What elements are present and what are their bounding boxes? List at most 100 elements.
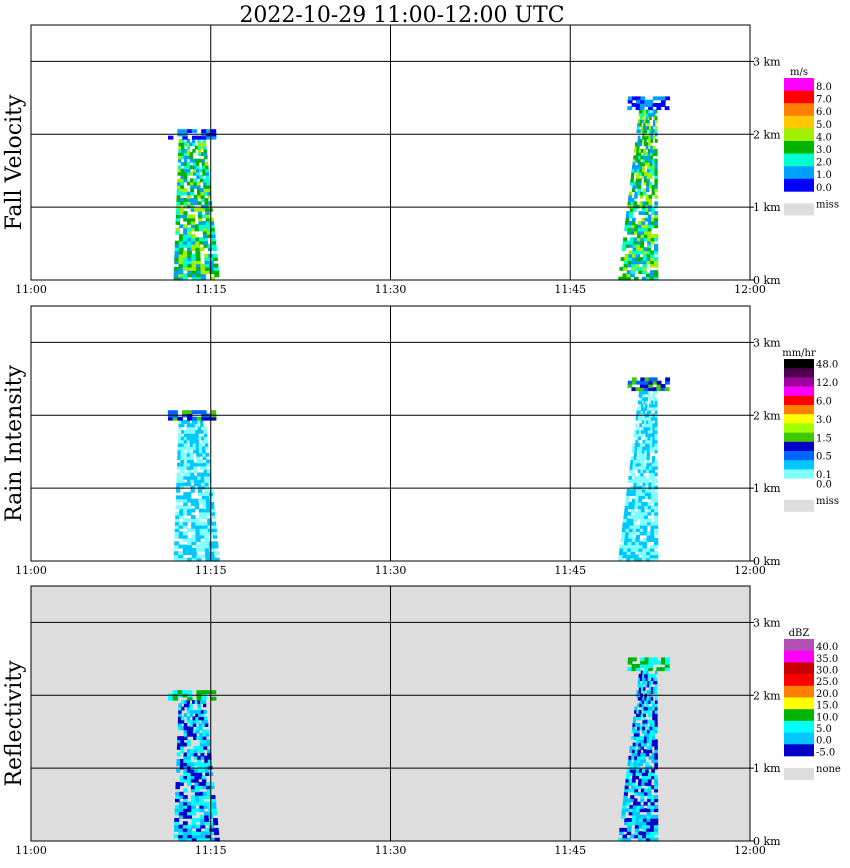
echo-cell [654, 696, 658, 701]
echo-cell [210, 227, 215, 232]
echo-cell [193, 475, 198, 480]
echo-cell [634, 168, 638, 173]
echo-cell [191, 521, 196, 526]
echo-cell [190, 214, 195, 219]
echo-cell [189, 439, 194, 444]
echo-cell [654, 778, 658, 783]
echo-cell [206, 742, 211, 747]
echo-cell [638, 129, 642, 134]
echo-cell [637, 188, 641, 193]
echo-cell [203, 462, 207, 467]
echo-cell [177, 416, 183, 421]
echo-cell [653, 273, 659, 278]
echo-cell [638, 772, 643, 776]
echo-cell [630, 551, 636, 556]
echo-cell [646, 416, 649, 421]
echo-cell [186, 181, 191, 186]
echo-cell [647, 221, 652, 225]
echo-cell [205, 831, 211, 836]
echo-cell [187, 808, 192, 813]
echo-cell [628, 194, 632, 199]
echo-cell [204, 765, 209, 770]
echo-cell [624, 534, 629, 539]
echo-cell [200, 145, 204, 150]
echo-cell [178, 420, 182, 424]
echo-cell [183, 762, 188, 767]
echo-cell [210, 508, 215, 513]
echo-cell [195, 716, 199, 721]
echo-cell [638, 152, 642, 156]
echo-cell [186, 452, 191, 457]
echo-cell [183, 482, 188, 487]
echo-cell [632, 243, 637, 248]
echo-cell [183, 492, 188, 496]
echo-cell [645, 145, 649, 150]
echo-cell [646, 534, 651, 539]
echo-cell [201, 207, 206, 212]
echo-cell [652, 726, 656, 731]
echo-cell [651, 472, 655, 477]
echo-cell [203, 184, 208, 189]
echo-cell [640, 125, 644, 130]
echo-cell [652, 145, 656, 150]
echo-cell [644, 502, 649, 506]
echo-cell [183, 436, 188, 441]
echo-cell [197, 191, 201, 196]
echo-cell [636, 426, 640, 431]
echo-cell [631, 541, 636, 546]
echo-cell [643, 423, 647, 428]
echo-cell [202, 224, 207, 229]
echo-cell [210, 410, 217, 415]
echo-cell [180, 188, 185, 193]
echo-cell [187, 214, 192, 219]
colorbar-swatch [784, 386, 814, 397]
echo-cell [198, 713, 202, 717]
echo-cell [648, 755, 653, 760]
echo-cell [189, 723, 194, 727]
echo-cell [187, 511, 192, 516]
echo-cell [636, 528, 641, 533]
echo-cell [197, 755, 202, 760]
echo-cell [187, 804, 192, 809]
echo-cell [654, 443, 658, 447]
echo-cell [640, 240, 645, 245]
echo-cell [631, 544, 636, 549]
echo-cell [177, 168, 182, 173]
echo-cell [637, 511, 642, 516]
echo-cell [644, 664, 649, 668]
echo-cell [174, 818, 180, 822]
echo-cell [642, 155, 646, 160]
echo-cell [654, 420, 658, 424]
echo-cell [643, 531, 648, 536]
echo-cell [180, 456, 185, 460]
echo-cell [647, 240, 652, 245]
echo-cell [642, 716, 646, 721]
echo-cell [199, 462, 204, 467]
echo-cell [631, 498, 636, 503]
echo-cell [194, 782, 199, 786]
echo-cell [636, 145, 640, 150]
echo-cell [647, 439, 651, 444]
echo-cell [634, 449, 638, 454]
echo-cell [178, 250, 184, 255]
echo-cell [214, 270, 220, 275]
echo-cell [212, 253, 218, 258]
echo-cell [186, 472, 191, 477]
echo-cell [187, 221, 192, 225]
echo-cell [646, 531, 651, 536]
echo-cell [196, 135, 202, 140]
echo-cell [205, 171, 210, 176]
echo-cell [632, 719, 636, 724]
echo-cell [640, 410, 644, 415]
echo-cell [650, 544, 655, 549]
echo-cell [182, 250, 188, 255]
echo-cell [630, 230, 635, 235]
echo-cell [200, 821, 206, 826]
echo-cell [644, 657, 650, 662]
colorbar-swatch [784, 685, 814, 698]
echo-cell [196, 171, 200, 176]
echo-cell [176, 752, 181, 757]
echo-cell [642, 135, 645, 140]
echo-cell [183, 234, 188, 238]
